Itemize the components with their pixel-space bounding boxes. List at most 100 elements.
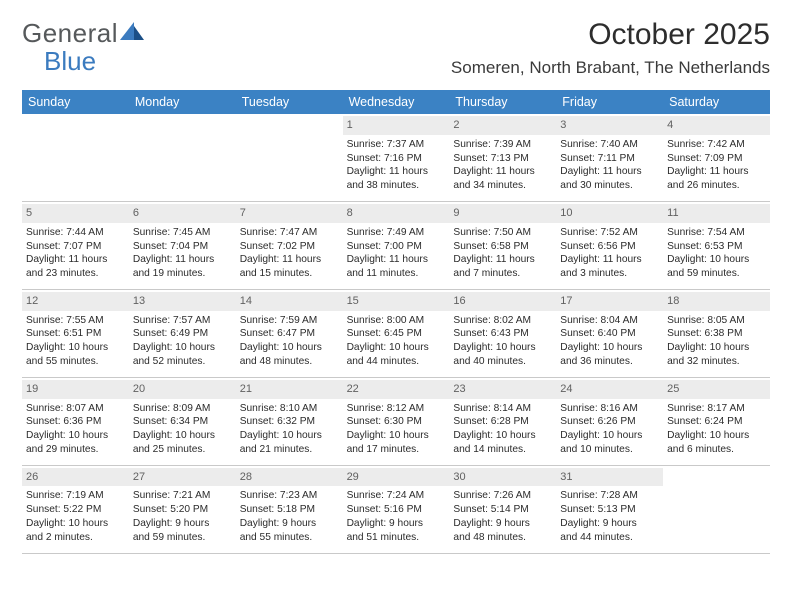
day-cell: 15Sunrise: 8:00 AMSunset: 6:45 PMDayligh… xyxy=(343,290,450,377)
dl2-text: and 14 minutes. xyxy=(453,443,552,457)
sunrise-text: Sunrise: 8:17 AM xyxy=(667,402,766,416)
day-cell: 21Sunrise: 8:10 AMSunset: 6:32 PMDayligh… xyxy=(236,378,343,465)
logo-text-2: Blue xyxy=(44,46,96,77)
sunset-text: Sunset: 7:04 PM xyxy=(133,240,232,254)
dl1-text: Daylight: 10 hours xyxy=(26,341,125,355)
dl1-text: Daylight: 10 hours xyxy=(453,341,552,355)
sunrise-text: Sunrise: 7:26 AM xyxy=(453,489,552,503)
sunset-text: Sunset: 7:13 PM xyxy=(453,152,552,166)
sunset-text: Sunset: 6:28 PM xyxy=(453,415,552,429)
sunset-text: Sunset: 6:34 PM xyxy=(133,415,232,429)
dl2-text: and 10 minutes. xyxy=(560,443,659,457)
day-cell: 4Sunrise: 7:42 AMSunset: 7:09 PMDaylight… xyxy=(663,114,770,201)
day-cell: 24Sunrise: 8:16 AMSunset: 6:26 PMDayligh… xyxy=(556,378,663,465)
day-cell: 19Sunrise: 8:07 AMSunset: 6:36 PMDayligh… xyxy=(22,378,129,465)
sunrise-text: Sunrise: 7:59 AM xyxy=(240,314,339,328)
sunset-text: Sunset: 6:56 PM xyxy=(560,240,659,254)
dl2-text: and 32 minutes. xyxy=(667,355,766,369)
dl1-text: Daylight: 10 hours xyxy=(26,517,125,531)
day-cell: 11Sunrise: 7:54 AMSunset: 6:53 PMDayligh… xyxy=(663,202,770,289)
day-number: 12 xyxy=(22,292,129,311)
day-number: 13 xyxy=(129,292,236,311)
day-number: 16 xyxy=(449,292,556,311)
day-cell: 28Sunrise: 7:23 AMSunset: 5:18 PMDayligh… xyxy=(236,466,343,553)
dl1-text: Daylight: 9 hours xyxy=(133,517,232,531)
sunset-text: Sunset: 7:02 PM xyxy=(240,240,339,254)
week-row: 1Sunrise: 7:37 AMSunset: 7:16 PMDaylight… xyxy=(22,114,770,202)
sunset-text: Sunset: 7:16 PM xyxy=(347,152,446,166)
sunset-text: Sunset: 5:16 PM xyxy=(347,503,446,517)
sunset-text: Sunset: 6:49 PM xyxy=(133,327,232,341)
header: General October 2025 Someren, North Brab… xyxy=(0,0,792,78)
sunset-text: Sunset: 6:36 PM xyxy=(26,415,125,429)
dl1-text: Daylight: 10 hours xyxy=(560,341,659,355)
sunrise-text: Sunrise: 8:10 AM xyxy=(240,402,339,416)
day-cell: 30Sunrise: 7:26 AMSunset: 5:14 PMDayligh… xyxy=(449,466,556,553)
sunrise-text: Sunrise: 7:21 AM xyxy=(133,489,232,503)
day-number: 28 xyxy=(236,468,343,487)
day-number: 29 xyxy=(343,468,450,487)
sunrise-text: Sunrise: 8:16 AM xyxy=(560,402,659,416)
sunrise-text: Sunrise: 7:24 AM xyxy=(347,489,446,503)
dl1-text: Daylight: 10 hours xyxy=(240,341,339,355)
dl1-text: Daylight: 9 hours xyxy=(453,517,552,531)
dl1-text: Daylight: 10 hours xyxy=(453,429,552,443)
day-cell: 16Sunrise: 8:02 AMSunset: 6:43 PMDayligh… xyxy=(449,290,556,377)
day-cell: 22Sunrise: 8:12 AMSunset: 6:30 PMDayligh… xyxy=(343,378,450,465)
dl1-text: Daylight: 10 hours xyxy=(26,429,125,443)
dl2-text: and 11 minutes. xyxy=(347,267,446,281)
dl1-text: Daylight: 10 hours xyxy=(133,341,232,355)
sunrise-text: Sunrise: 7:37 AM xyxy=(347,138,446,152)
day-number: 26 xyxy=(22,468,129,487)
dl1-text: Daylight: 10 hours xyxy=(347,341,446,355)
sunset-text: Sunset: 6:47 PM xyxy=(240,327,339,341)
day-number: 21 xyxy=(236,380,343,399)
day-number: 7 xyxy=(236,204,343,223)
sunset-text: Sunset: 6:51 PM xyxy=(26,327,125,341)
day-cell: 25Sunrise: 8:17 AMSunset: 6:24 PMDayligh… xyxy=(663,378,770,465)
day-cell: 9Sunrise: 7:50 AMSunset: 6:58 PMDaylight… xyxy=(449,202,556,289)
day-cell: 20Sunrise: 8:09 AMSunset: 6:34 PMDayligh… xyxy=(129,378,236,465)
day-cell: 1Sunrise: 7:37 AMSunset: 7:16 PMDaylight… xyxy=(343,114,450,201)
day-number: 22 xyxy=(343,380,450,399)
day-cell xyxy=(129,114,236,201)
day-cell: 5Sunrise: 7:44 AMSunset: 7:07 PMDaylight… xyxy=(22,202,129,289)
day-number: 27 xyxy=(129,468,236,487)
day-cell: 3Sunrise: 7:40 AMSunset: 7:11 PMDaylight… xyxy=(556,114,663,201)
dl2-text: and 6 minutes. xyxy=(667,443,766,457)
day-cell: 26Sunrise: 7:19 AMSunset: 5:22 PMDayligh… xyxy=(22,466,129,553)
day-number: 8 xyxy=(343,204,450,223)
day-number: 25 xyxy=(663,380,770,399)
sunset-text: Sunset: 6:32 PM xyxy=(240,415,339,429)
day-number: 3 xyxy=(556,116,663,135)
sunset-text: Sunset: 7:09 PM xyxy=(667,152,766,166)
day-header: Friday xyxy=(556,90,663,114)
day-cell: 13Sunrise: 7:57 AMSunset: 6:49 PMDayligh… xyxy=(129,290,236,377)
dl1-text: Daylight: 10 hours xyxy=(667,429,766,443)
day-number: 19 xyxy=(22,380,129,399)
day-cell: 29Sunrise: 7:24 AMSunset: 5:16 PMDayligh… xyxy=(343,466,450,553)
sunrise-text: Sunrise: 8:02 AM xyxy=(453,314,552,328)
day-number: 11 xyxy=(663,204,770,223)
dl2-text: and 40 minutes. xyxy=(453,355,552,369)
sunset-text: Sunset: 7:00 PM xyxy=(347,240,446,254)
dl2-text: and 25 minutes. xyxy=(133,443,232,457)
dl1-text: Daylight: 9 hours xyxy=(240,517,339,531)
sunrise-text: Sunrise: 8:09 AM xyxy=(133,402,232,416)
day-number: 17 xyxy=(556,292,663,311)
day-cell: 2Sunrise: 7:39 AMSunset: 7:13 PMDaylight… xyxy=(449,114,556,201)
day-number: 1 xyxy=(343,116,450,135)
day-number: 10 xyxy=(556,204,663,223)
sunset-text: Sunset: 5:20 PM xyxy=(133,503,232,517)
dl2-text: and 3 minutes. xyxy=(560,267,659,281)
day-cell: 23Sunrise: 8:14 AMSunset: 6:28 PMDayligh… xyxy=(449,378,556,465)
sunset-text: Sunset: 6:26 PM xyxy=(560,415,659,429)
sunrise-text: Sunrise: 7:28 AM xyxy=(560,489,659,503)
day-header: Tuesday xyxy=(236,90,343,114)
week-row: 12Sunrise: 7:55 AMSunset: 6:51 PMDayligh… xyxy=(22,290,770,378)
sunrise-text: Sunrise: 7:40 AM xyxy=(560,138,659,152)
sunrise-text: Sunrise: 7:55 AM xyxy=(26,314,125,328)
day-header: Monday xyxy=(129,90,236,114)
day-number: 23 xyxy=(449,380,556,399)
day-cell xyxy=(663,466,770,553)
